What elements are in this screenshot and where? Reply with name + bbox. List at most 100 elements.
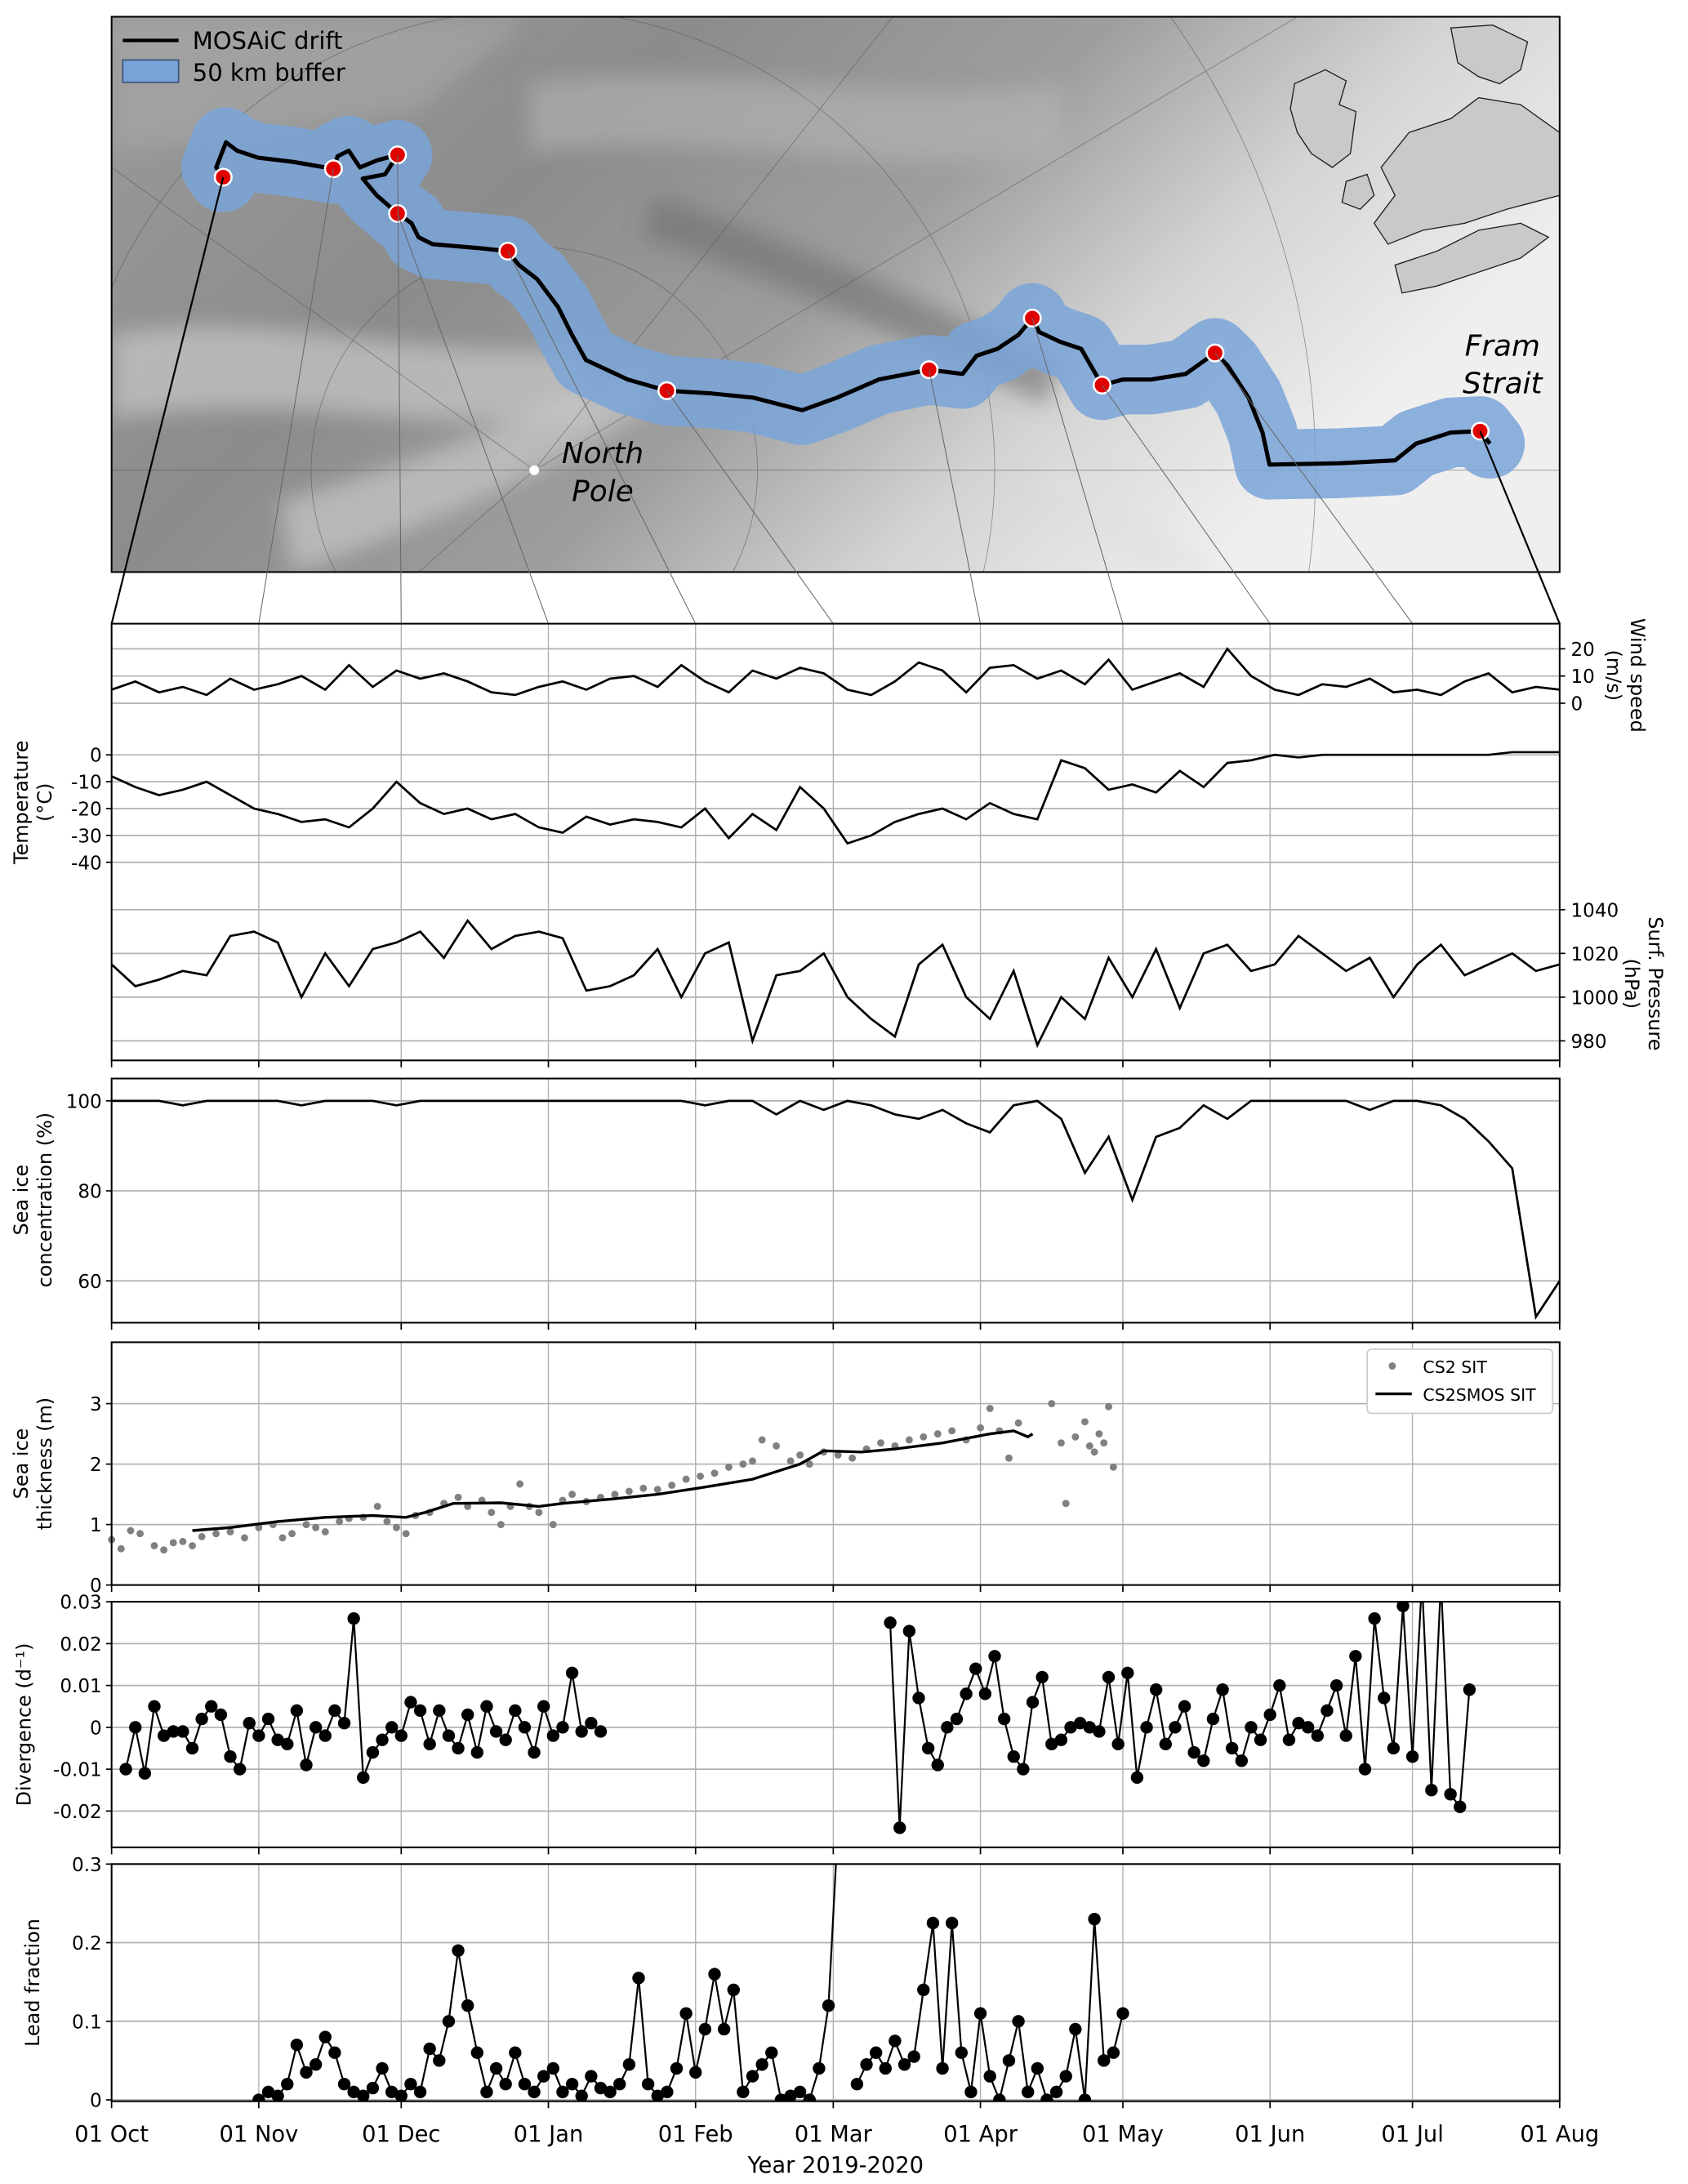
lead-fraction-point <box>366 2081 380 2095</box>
divergence-point <box>941 1721 954 1734</box>
sic-y-tick-label: 80 <box>78 1182 101 1203</box>
lead-fraction-point <box>793 2085 807 2099</box>
lead-fraction-point <box>613 2078 626 2091</box>
sic-axis-label-line: Sea ice <box>10 1165 33 1236</box>
divergence-point <box>556 1721 569 1734</box>
north-pole-label-2: Pole <box>572 475 634 508</box>
cs2-sit-point <box>312 1523 320 1531</box>
cs2-sit-point <box>117 1544 125 1553</box>
divergence-point <box>1045 1737 1058 1751</box>
divergence-point <box>1187 1745 1200 1759</box>
cs2-sit-point <box>1005 1454 1013 1462</box>
x-tick-label: 01 Oct <box>74 2122 149 2147</box>
sit-y-tick-label: 0 <box>90 1576 102 1597</box>
divergence-point <box>357 1771 370 1785</box>
divergence-point <box>1245 1721 1258 1734</box>
lead-fraction-point <box>1012 2015 1025 2028</box>
connector-line-3 <box>397 213 550 624</box>
legend-buffer-swatch <box>122 59 180 83</box>
divergence-point <box>148 1700 161 1713</box>
divergence-point <box>433 1704 446 1718</box>
legend-cs2smos-label: CS2SMOS SIT <box>1423 1385 1536 1405</box>
divergence-point <box>176 1725 189 1738</box>
lead-fraction-point <box>755 2057 768 2071</box>
lead-fraction-point <box>822 1999 835 2012</box>
lead-fraction-point <box>879 2061 892 2075</box>
lead-fraction-point <box>737 2085 750 2099</box>
cs2-sit-point <box>1014 1419 1022 1427</box>
lead-fraction-point <box>499 2078 512 2091</box>
divergence-point <box>233 1763 247 1776</box>
divergence-point <box>1273 1678 1286 1692</box>
cs2-sit-point <box>189 1542 196 1549</box>
lead-fraction-point <box>594 2081 608 2095</box>
sit-axis-label-line: thickness (m) <box>33 1397 56 1530</box>
divergence-point <box>518 1721 532 1734</box>
date-connector-lines <box>110 154 1561 625</box>
cs2-sit-point <box>383 1518 391 1526</box>
divergence-point <box>1169 1721 1182 1734</box>
lead-fraction-point <box>727 1983 740 1996</box>
cs2-sit-point <box>611 1491 619 1499</box>
x-tick-label: 01 Dec <box>362 2122 440 2147</box>
drift-track <box>214 140 1492 467</box>
temperature-y-tick-label: -20 <box>71 800 102 821</box>
lead-fraction-point <box>404 2078 417 2091</box>
x-tick-label: 01 Nov <box>219 2122 298 2147</box>
lead-fraction-point <box>1031 2061 1044 2075</box>
lead-fraction-point <box>452 1944 465 1957</box>
panel-sic: 60 80 100 Sea iceconcentration (%) <box>10 1077 1561 1330</box>
divergence-point <box>1463 1683 1476 1696</box>
cs2-sit-point <box>877 1439 884 1447</box>
cs2-sit-point <box>697 1472 705 1480</box>
lead-fraction-point <box>489 2061 503 2075</box>
cs2-sit-point <box>198 1532 206 1540</box>
divergence-point <box>1444 1788 1457 1801</box>
divergence-point <box>385 1721 399 1734</box>
lead-fraction-point <box>774 2093 788 2102</box>
divergence-point <box>1073 1717 1087 1730</box>
map-frame <box>110 16 1561 573</box>
cs2-sit-point <box>948 1427 956 1435</box>
divergence-point <box>1263 1708 1276 1722</box>
lead-fraction-point <box>376 2061 389 2075</box>
cs2-sit-point <box>834 1451 842 1459</box>
divergence-point <box>1321 1704 1334 1718</box>
sit-legend-box <box>1366 1348 1554 1415</box>
lead-fraction-point <box>309 2057 323 2071</box>
lead-fraction-point <box>1107 2046 1120 2059</box>
divergence-point <box>1329 1678 1343 1692</box>
wind-axis-label-line: (m/s) <box>1602 650 1625 701</box>
divergence-point <box>1235 1754 1249 1767</box>
lead-axis-label-line: Lead fraction <box>21 1919 44 2047</box>
divergence-point <box>1130 1771 1144 1785</box>
divergence-line <box>889 1602 1471 1828</box>
divergence-point <box>243 1717 256 1730</box>
temperature-y-tick-label: -40 <box>71 853 102 874</box>
cs2-sit-point <box>1081 1418 1089 1426</box>
temperature-axis-label-line: Temperature <box>10 741 33 865</box>
sic-axis-label: Sea iceconcentration (%) <box>10 1112 56 1288</box>
connector-line-10 <box>1479 430 1561 625</box>
divergence-point <box>546 1729 560 1742</box>
divergence-point <box>537 1700 550 1713</box>
divergence-point <box>1178 1700 1191 1713</box>
cs2-sit-point <box>241 1534 248 1542</box>
sic-y-tick-label: 60 <box>78 1272 101 1293</box>
land-greenland-svalbard <box>1289 25 1560 294</box>
x-tick-label: 01 Aug <box>1520 2122 1599 2147</box>
sit-axis-label-line: Sea ice <box>10 1429 33 1500</box>
lead-y-tick-label: 0.1 <box>72 2012 102 2033</box>
lead-fraction-point <box>983 2070 996 2083</box>
cs2-sit-point <box>373 1502 381 1510</box>
cs2-sit-point <box>1057 1439 1065 1447</box>
lead-fraction-point <box>1116 2007 1129 2020</box>
divergence-point <box>1454 1800 1467 1813</box>
panel-lead: 0 0.1 0.2 0.3 Lead fraction <box>21 1855 1561 2112</box>
divergence-point <box>528 1745 541 1759</box>
lead-fraction-point <box>357 2089 370 2102</box>
connector-line-1 <box>258 168 334 624</box>
lead-fraction-point <box>252 2093 265 2102</box>
lead-fraction-point <box>413 2085 427 2099</box>
